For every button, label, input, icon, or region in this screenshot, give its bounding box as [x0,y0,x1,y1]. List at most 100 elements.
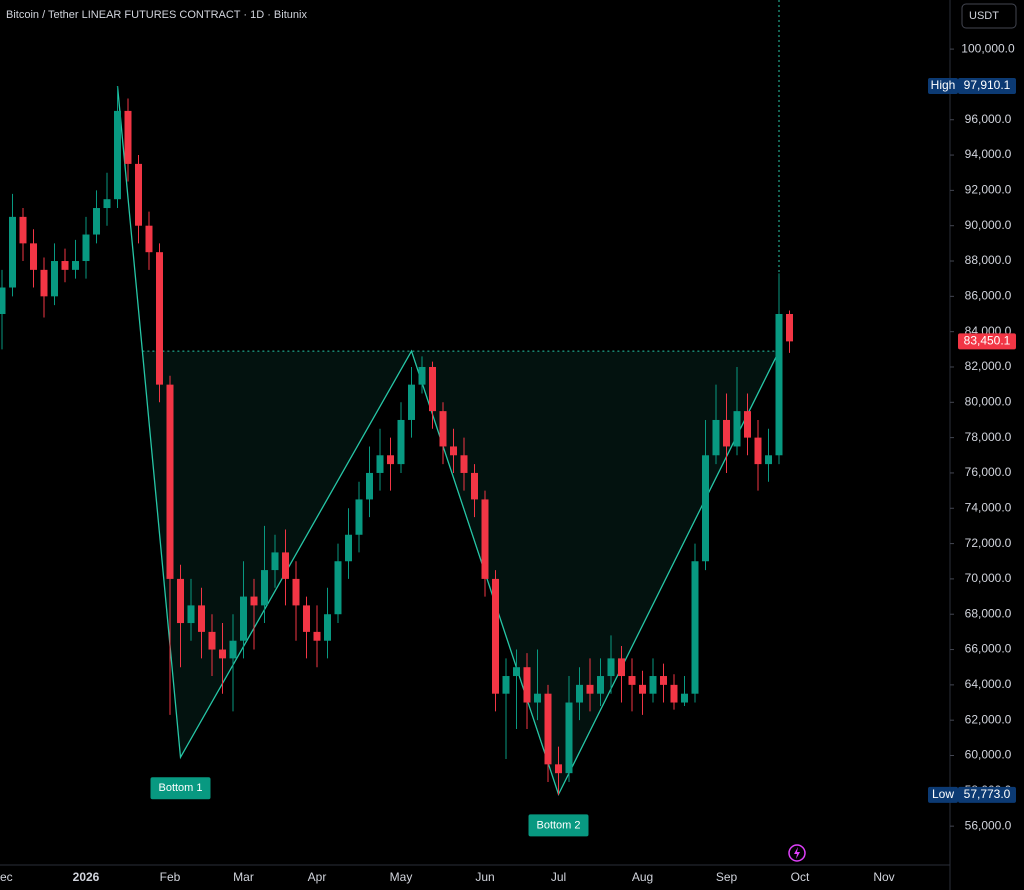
candle-body [124,110,132,164]
y-tick-label: 90,000.0 [965,218,1012,232]
pattern-label-text: Bottom 1 [158,782,202,794]
event-icon[interactable] [788,844,806,862]
y-tick-label: 88,000.0 [965,253,1012,267]
x-tick-label: Jun [475,870,494,884]
candle-body [261,570,268,606]
candle-body [523,667,531,703]
pattern-layer: Bottom 1 Bottom 2 [116,0,780,837]
y-tick-label: 86,000.0 [965,289,1012,303]
candle-body [240,596,247,641]
price-marker-box [958,786,1016,803]
candle-body [744,411,751,438]
candle-body [586,684,594,694]
candle-body [334,561,342,615]
price-marker-name-box [928,786,958,803]
candle-body [250,596,258,606]
x-tick-label: Mar [233,870,254,884]
x-tick-label: Nov [873,870,894,884]
candle-body [534,693,541,703]
axis-layer: 56,000.058,000.060,000.062,000.064,000.0… [0,41,1016,884]
candle-body [439,411,447,447]
candle-body [723,419,730,447]
candle-body [408,384,415,420]
x-tick-label: Dec [0,870,13,884]
y-tick-label: 60,000.0 [965,748,1012,762]
candle-body [660,676,667,685]
candle-body [576,684,583,703]
chart-title: Bitcoin / Tether LINEAR FUTURES CONTRACT… [6,9,307,21]
candle-body [513,667,520,677]
candle-body [166,384,174,579]
candle-body [544,693,552,765]
candle-body [177,578,184,624]
candle-body [765,455,772,465]
y-tick-label: 96,000.0 [965,112,1012,126]
candle-body [0,287,6,314]
candle-body [355,499,363,535]
candle-body [397,419,405,465]
y-tick-label: 92,000.0 [965,183,1012,197]
price-marker-box [958,78,1016,95]
candle-body [481,499,489,579]
candle-body [681,693,688,703]
candle-body [733,411,741,447]
x-tick-label: 2026 [73,870,100,884]
y-tick-label: 70,000.0 [965,571,1012,585]
candle-body [292,578,300,606]
candle-body [691,561,699,694]
x-tick-label: Sep [716,870,738,884]
candle-body [324,614,331,641]
candle-body [219,649,226,659]
y-tick-label: 64,000.0 [965,677,1012,691]
y-tick-label: 78,000.0 [965,430,1012,444]
candles-layer [0,86,793,795]
pattern-label: Bottom 2 [528,814,589,837]
candle-body [429,366,436,412]
candle-body [271,552,279,571]
candle-body [156,252,163,385]
candle-body [145,225,153,253]
candle-body [597,676,604,694]
y-tick-label: 76,000.0 [965,465,1012,479]
y-tick-label: 80,000.0 [965,394,1012,408]
candle-body [198,605,205,632]
candle-body [229,640,237,659]
candle-body [471,472,478,500]
pattern-line [116,85,780,797]
x-tick-label: Oct [791,870,810,884]
candle-body [93,208,100,235]
price-marker-box [958,333,1016,350]
candle-body [40,269,48,297]
y-tick-label: 56,000.0 [965,818,1012,832]
candle-body [366,472,373,500]
candle-body [82,234,90,262]
price-marker-value: 83,450.1 [964,334,1011,348]
price-marker-name-box [928,78,958,95]
candle-body [303,605,310,632]
x-tick-label: Aug [632,870,653,884]
pattern-label-text: Bottom 2 [536,819,580,831]
y-tick-label: 68,000.0 [965,606,1012,620]
price-marker-name: High [931,78,956,92]
candle-body [282,552,289,579]
pattern-label: Bottom 1 [150,777,211,800]
candle-body [19,216,27,244]
candle-body [114,110,121,200]
y-tick-label: 72,000.0 [965,536,1012,550]
y-tick-label: 74,000.0 [965,500,1012,514]
candle-body [208,631,216,650]
candle-body [418,366,426,385]
currency-button[interactable] [961,3,1017,29]
candle-body [712,419,720,456]
pattern-label-box [528,814,589,837]
candle-body [502,676,510,694]
candle-body [313,631,321,641]
price-marker-value: 97,910.1 [964,78,1011,92]
candle-body [670,684,678,703]
candle-body [618,658,625,677]
x-tick-label: Apr [308,870,327,884]
pattern-label-box [150,777,211,800]
event-icon-bolt [794,847,800,859]
